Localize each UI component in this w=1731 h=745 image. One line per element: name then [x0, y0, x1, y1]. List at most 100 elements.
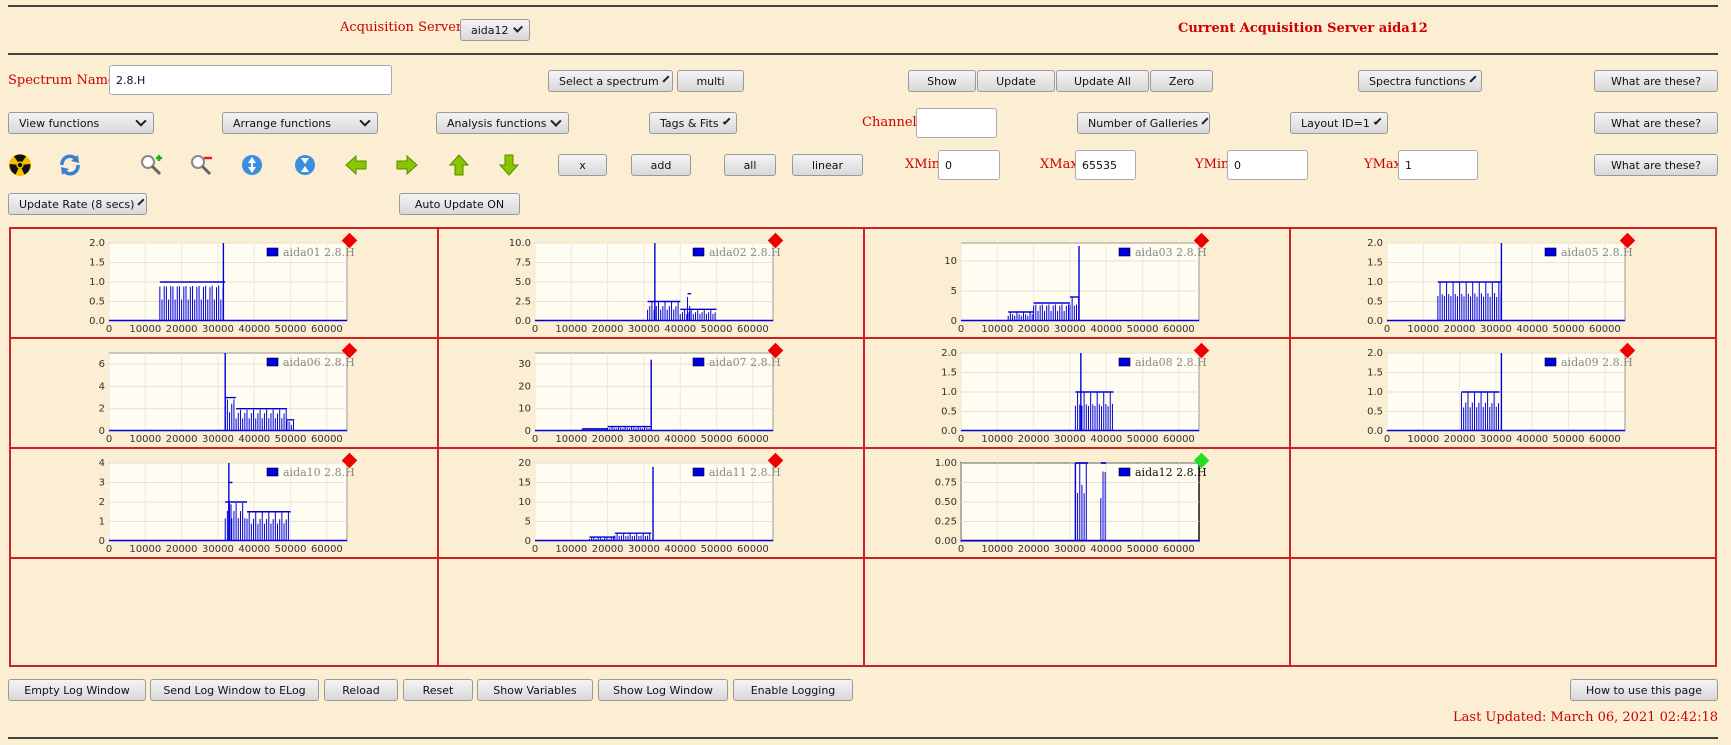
- x-tick-label: 50000: [275, 434, 307, 445]
- zoom-out-icon[interactable]: [188, 152, 214, 178]
- y-tick-label: 1.0: [941, 387, 957, 398]
- layout-label: Layout ID=1: [1301, 116, 1370, 130]
- expand-vertical-icon[interactable]: [239, 152, 265, 178]
- ymin-input[interactable]: [1227, 150, 1308, 180]
- legend-label: aida06 2.8.H: [283, 356, 355, 369]
- spectrum-chart[interactable]: 0.0 0.5 1.0 1.5 2.0 0 10000 20000 30000 40000 5000…: [1289, 229, 1715, 339]
- reset-button[interactable]: Reset: [403, 679, 473, 701]
- add-button[interactable]: add: [631, 154, 691, 176]
- acquisition-servers-label: Acquisition Servers: [340, 20, 469, 35]
- empty-log-button[interactable]: Empty Log Window: [8, 679, 146, 701]
- header-rule: [8, 53, 1718, 55]
- y-tick-label: 1.0: [89, 277, 105, 288]
- multi-button[interactable]: multi: [677, 70, 744, 92]
- view-functions-dropdown[interactable]: View functions: [8, 112, 154, 134]
- grid-divider: [11, 337, 1715, 339]
- x-tick-label: 10000: [981, 434, 1013, 445]
- server-select-value: aida12: [471, 23, 509, 37]
- radiation-icon[interactable]: [7, 152, 33, 178]
- y-tick-label: 1.0: [1367, 387, 1383, 398]
- spectrum-chart[interactable]: 0.0 2.5 5.0 7.5 10.0 0 10000 20000 30000 40000 500…: [437, 229, 863, 339]
- arrow-left-icon[interactable]: [343, 152, 369, 178]
- show-button[interactable]: Show: [908, 70, 976, 92]
- x-tick-label: 40000: [238, 544, 270, 555]
- how-to-use-button[interactable]: How to use this page: [1570, 679, 1718, 701]
- spectrum-chart[interactable]: 0 1 2 3 4 0 10000 20000 30000 40000 50000 60000 aida…: [11, 449, 437, 559]
- send-log-button[interactable]: Send Log Window to ELog: [150, 679, 319, 701]
- update-rate-label: Update Rate (8 secs): [19, 197, 135, 211]
- ymax-label: YMax: [1364, 157, 1401, 172]
- tags-fits-dropdown[interactable]: Tags & Fits: [649, 112, 737, 134]
- y-tick-label: 20: [518, 458, 531, 469]
- select-spectrum-dropdown[interactable]: Select a spectrum: [548, 70, 673, 92]
- x-tick-label: 30000: [628, 544, 660, 555]
- server-select[interactable]: aida12: [460, 19, 530, 41]
- legend-label: aida01 2.8.H: [283, 246, 355, 259]
- x-tick-label: 50000: [1553, 324, 1585, 335]
- x-tick-label: 50000: [1127, 544, 1159, 555]
- spectra-functions-dropdown[interactable]: Spectra functions: [1358, 70, 1482, 92]
- x-tick-label: 0: [106, 544, 112, 555]
- arrange-functions-dropdown[interactable]: Arrange functions: [222, 112, 378, 134]
- spectrum-chart[interactable]: 0 10 20 30 0 10000 20000 30000 40000 50000 60000 ai…: [437, 339, 863, 449]
- update-all-button[interactable]: Update All: [1056, 70, 1149, 92]
- x-tick-label: 30000: [1480, 324, 1512, 335]
- ymax-input[interactable]: [1398, 150, 1478, 180]
- spectrum-chart[interactable]: 0 2 4 6 0 10000 20000 30000 40000 50000 60000 aida0…: [11, 339, 437, 449]
- status-indicator: [1193, 232, 1210, 249]
- arrow-up-icon[interactable]: [446, 152, 472, 178]
- y-tick-label: 6: [99, 359, 105, 370]
- xmin-input[interactable]: [938, 150, 1000, 180]
- legend-swatch: [266, 467, 279, 477]
- update-rate-dropdown[interactable]: Update Rate (8 secs): [8, 193, 147, 215]
- spectrum-chart[interactable]: 0 5 10 0 10000 20000 30000 40000 50000 60000 aida0…: [863, 229, 1289, 339]
- spectrum-chart[interactable]: 0.0 0.5 1.0 1.5 2.0 0 10000 20000 30000 40000 5000…: [863, 339, 1289, 449]
- update-button[interactable]: Update: [977, 70, 1055, 92]
- x-tick-label: 10000: [555, 434, 587, 445]
- x-tick-label: 50000: [275, 544, 307, 555]
- x-tick-label: 20000: [592, 544, 624, 555]
- x-tick-label: 10000: [1407, 434, 1439, 445]
- x-button[interactable]: x: [558, 154, 607, 176]
- zero-button[interactable]: Zero: [1150, 70, 1213, 92]
- show-log-button[interactable]: Show Log Window: [598, 679, 728, 701]
- linear-button[interactable]: linear: [792, 154, 863, 176]
- x-tick-label: 0: [532, 324, 538, 335]
- y-tick-label: 0.5: [941, 407, 957, 418]
- what-are-these-button-3[interactable]: What are these?: [1594, 154, 1718, 176]
- spectrum-name-input[interactable]: [109, 65, 392, 95]
- zoom-in-icon[interactable]: [138, 152, 164, 178]
- number-of-galleries-dropdown[interactable]: Number of Galleries: [1077, 112, 1210, 134]
- spectrum-chart[interactable]: 0.0 0.5 1.0 1.5 2.0 0 10000 20000 30000 40000 5000…: [1289, 339, 1715, 449]
- show-variables-button[interactable]: Show Variables: [477, 679, 593, 701]
- y-tick-label: 0: [99, 536, 105, 547]
- y-tick-label: 2.0: [1367, 348, 1383, 359]
- channel-input[interactable]: [916, 108, 997, 138]
- spectrum-chart[interactable]: 0 5 10 15 20 0 10000 20000 30000 40000 50000 60000 a…: [437, 449, 863, 559]
- y-tick-label: 2: [99, 404, 105, 415]
- layout-dropdown[interactable]: Layout ID=1: [1290, 112, 1388, 134]
- x-tick-label: 20000: [1018, 324, 1050, 335]
- what-are-these-button-1[interactable]: What are these?: [1594, 70, 1718, 92]
- x-tick-label: 30000: [202, 324, 234, 335]
- last-updated-text: Last Updated: March 06, 2021 02:42:18: [1453, 710, 1718, 725]
- all-button[interactable]: all: [724, 154, 776, 176]
- spectrum-chart[interactable]: 0.00 0.25 0.50 0.75 1.00 0 10000 20000 30000 4000…: [863, 449, 1289, 559]
- enable-logging-button[interactable]: Enable Logging: [733, 679, 853, 701]
- arrow-down-icon[interactable]: [496, 152, 522, 178]
- spectrum-chart[interactable]: 0.0 0.5 1.0 1.5 2.0 0 10000 20000 30000 40000 5000…: [11, 229, 437, 339]
- y-tick-label: 0.0: [1367, 426, 1383, 437]
- number-of-galleries-label: Number of Galleries: [1088, 116, 1199, 130]
- reload-button[interactable]: Reload: [324, 679, 398, 701]
- refresh-icon[interactable]: [57, 152, 83, 178]
- analysis-functions-dropdown[interactable]: Analysis functions: [436, 112, 569, 134]
- what-are-these-button-2[interactable]: What are these?: [1594, 112, 1718, 134]
- xmax-input[interactable]: [1075, 150, 1136, 180]
- arrow-right-icon[interactable]: [394, 152, 420, 178]
- auto-update-button[interactable]: Auto Update ON: [399, 193, 520, 215]
- x-tick-label: 20000: [1018, 544, 1050, 555]
- x-tick-label: 10000: [1407, 324, 1439, 335]
- y-tick-label: 1.00: [935, 458, 957, 469]
- compress-vertical-icon[interactable]: [292, 152, 318, 178]
- x-tick-label: 10000: [555, 324, 587, 335]
